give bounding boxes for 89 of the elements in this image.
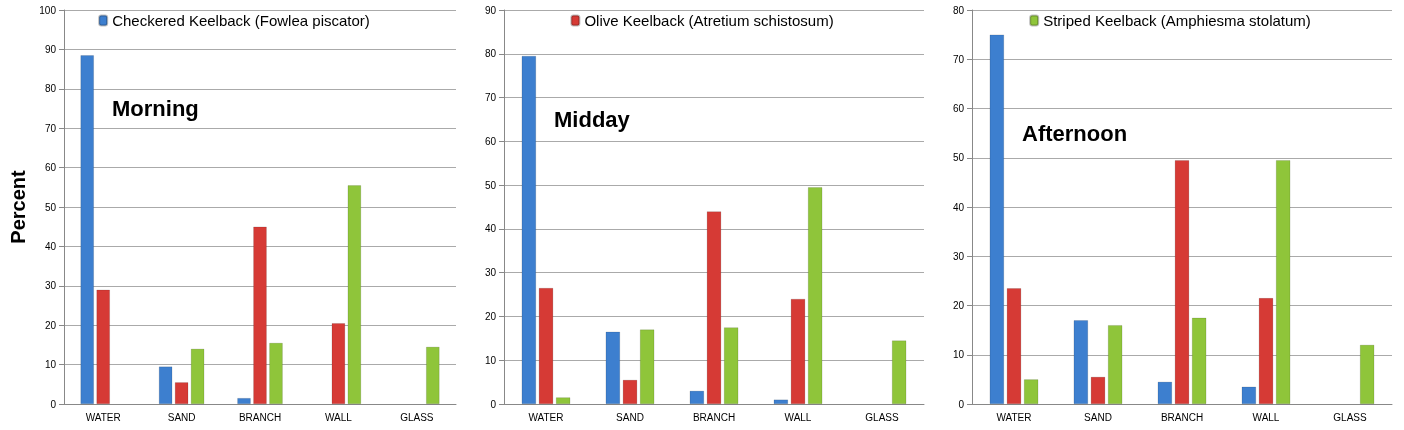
y-axis-title: Percent bbox=[7, 169, 29, 244]
x-tick-label: GLASS bbox=[865, 411, 899, 423]
legend-label: Olive Keelback (Atretium schistosum) bbox=[584, 12, 834, 29]
annotation: Midday bbox=[554, 106, 631, 132]
bar bbox=[96, 289, 110, 404]
y-tick-label: 80 bbox=[44, 83, 57, 95]
bar bbox=[1006, 288, 1022, 404]
bar bbox=[190, 348, 205, 404]
bar bbox=[724, 327, 739, 404]
y-tick-label: 70 bbox=[952, 53, 965, 65]
bar bbox=[892, 340, 907, 404]
y-tick-label: 30 bbox=[952, 250, 965, 262]
y-tick-label: 10 bbox=[44, 359, 57, 371]
x-tick-label: SAND bbox=[167, 411, 196, 423]
y-tick-label: 30 bbox=[484, 267, 497, 279]
bar bbox=[1073, 320, 1088, 404]
y-tick-label: 80 bbox=[484, 48, 497, 60]
y-tick-label: 50 bbox=[44, 201, 57, 213]
x-tick-label: BRANCH bbox=[1160, 411, 1204, 423]
legend-label: Checkered Keelback (Fowlea piscator) bbox=[112, 12, 370, 29]
y-tick-label: 60 bbox=[44, 162, 57, 174]
y-tick-label: 60 bbox=[484, 135, 497, 147]
bar bbox=[605, 331, 620, 404]
bar bbox=[556, 397, 571, 404]
y-tick-label: 60 bbox=[952, 103, 965, 114]
bar bbox=[538, 287, 554, 404]
bar bbox=[706, 211, 722, 404]
bar bbox=[269, 342, 283, 404]
y-tick-label: 20 bbox=[484, 310, 497, 322]
annotation: Afternoon bbox=[1022, 120, 1128, 146]
bar bbox=[1024, 379, 1039, 404]
x-tick-label: WATER bbox=[85, 411, 121, 423]
bar bbox=[622, 379, 638, 404]
x-tick-label: BRANCH bbox=[238, 411, 282, 423]
bar bbox=[790, 298, 806, 404]
bar bbox=[1157, 381, 1172, 404]
bar bbox=[80, 55, 94, 404]
x-tick-label: GLASS bbox=[1333, 411, 1367, 423]
bar bbox=[1360, 344, 1375, 404]
x-tick-label: WATER bbox=[528, 411, 564, 423]
x-tick-label: SAND bbox=[1084, 411, 1112, 423]
bar bbox=[1174, 160, 1190, 404]
bar bbox=[237, 398, 251, 404]
bar bbox=[989, 34, 1004, 404]
x-tick-label: SAND bbox=[616, 411, 644, 423]
y-tick-label: 50 bbox=[484, 179, 497, 191]
bar bbox=[158, 366, 173, 404]
bar bbox=[640, 329, 655, 404]
bar bbox=[1241, 386, 1256, 404]
annotation: Morning bbox=[112, 96, 199, 121]
x-tick-label: WALL bbox=[1252, 411, 1280, 423]
legend-label: Striped Keelback (Amphiesma stolatum) bbox=[1043, 12, 1311, 29]
bar bbox=[1258, 298, 1274, 404]
y-tick-label: 0 bbox=[50, 398, 57, 410]
bar bbox=[1192, 317, 1207, 404]
x-tick-label: WALL bbox=[784, 411, 812, 423]
bar bbox=[174, 382, 189, 404]
y-tick-label: 50 bbox=[952, 152, 965, 164]
y-tick-label: 0 bbox=[958, 398, 965, 410]
x-tick-label: WATER bbox=[996, 411, 1032, 423]
y-tick-label: 40 bbox=[484, 223, 497, 235]
y-tick-label: 20 bbox=[952, 300, 965, 311]
x-tick-label: WALL bbox=[324, 411, 353, 423]
y-tick-label: 100 bbox=[39, 4, 57, 16]
bar bbox=[808, 187, 823, 404]
y-tick-label: 40 bbox=[952, 201, 965, 213]
y-tick-label: 10 bbox=[952, 349, 965, 361]
bar bbox=[1090, 376, 1106, 404]
y-tick-label: 40 bbox=[44, 240, 57, 252]
x-tick-label: GLASS bbox=[400, 411, 434, 423]
bar bbox=[521, 55, 536, 404]
y-tick-label: 0 bbox=[490, 398, 497, 410]
y-tick-label: 90 bbox=[484, 4, 497, 16]
bar bbox=[331, 323, 346, 404]
y-tick-label: 70 bbox=[484, 92, 497, 104]
y-tick-label: 80 bbox=[952, 4, 965, 16]
y-tick-label: 90 bbox=[44, 43, 57, 55]
y-tick-label: 30 bbox=[44, 280, 57, 292]
bar bbox=[689, 390, 704, 404]
bar bbox=[773, 399, 788, 404]
y-tick-label: 20 bbox=[44, 319, 57, 331]
bar bbox=[347, 185, 362, 404]
y-tick-label: 10 bbox=[484, 354, 497, 366]
bar bbox=[1276, 160, 1291, 404]
y-tick-label: 70 bbox=[44, 122, 57, 134]
x-tick-label: BRANCH bbox=[692, 411, 736, 423]
bar bbox=[426, 346, 440, 404]
bar bbox=[1108, 325, 1123, 404]
bar bbox=[253, 226, 267, 404]
